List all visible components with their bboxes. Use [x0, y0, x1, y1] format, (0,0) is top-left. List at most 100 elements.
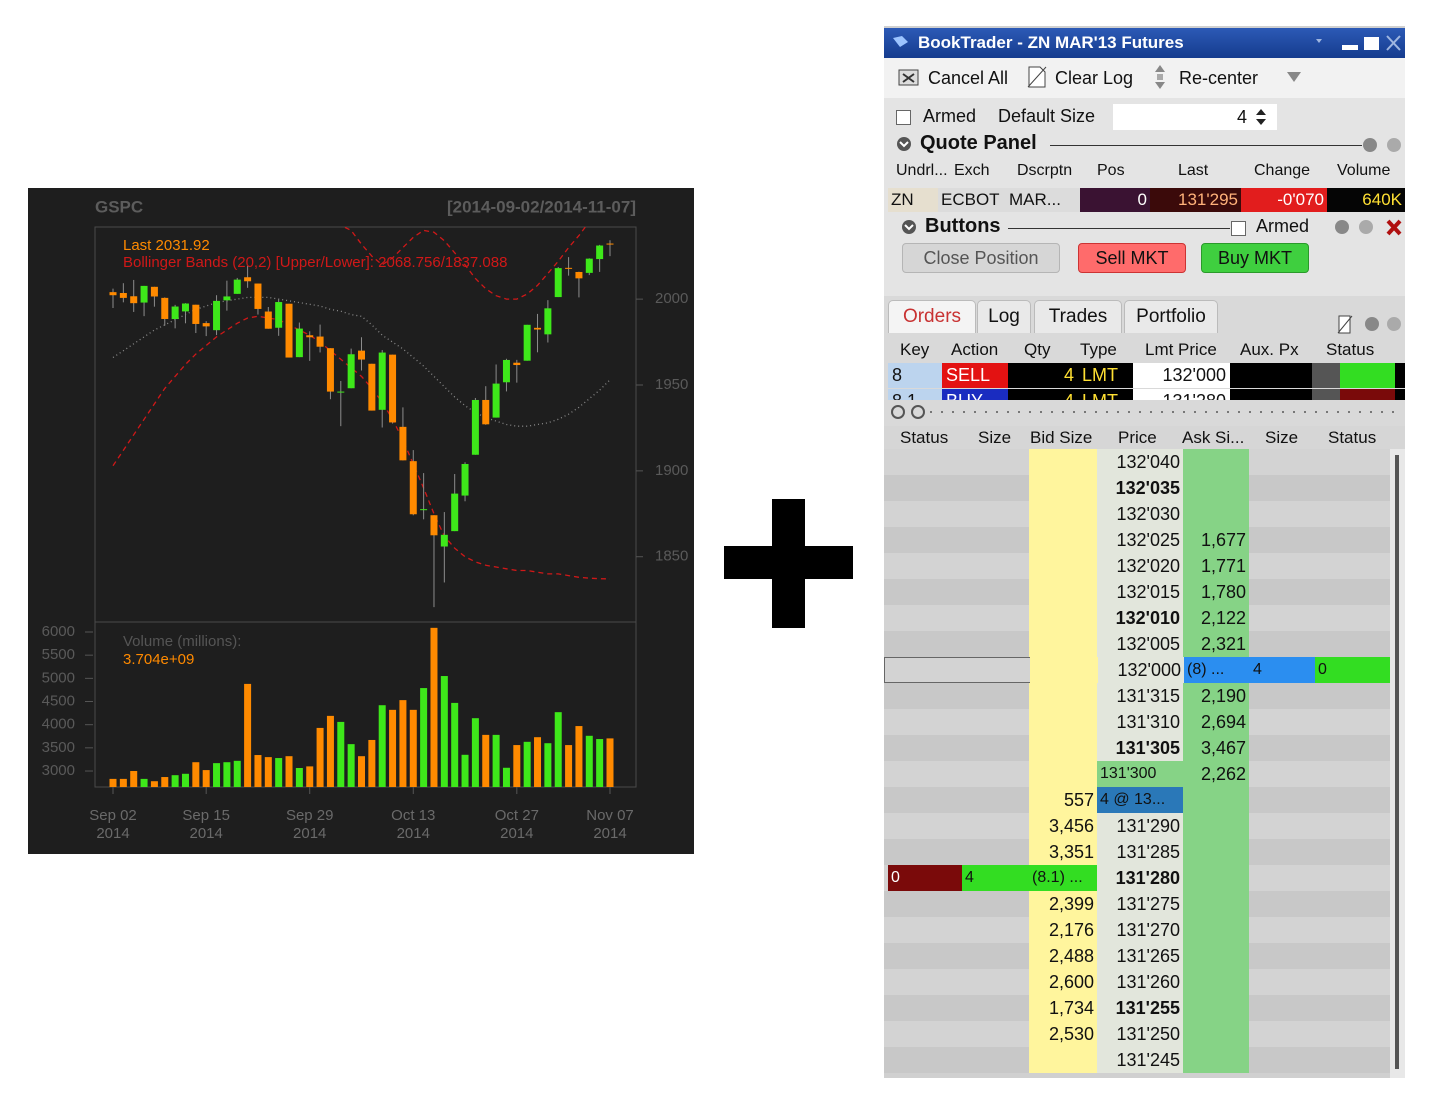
book-cell[interactable]: 131'260	[1097, 969, 1183, 995]
book-cell[interactable]: 132'020	[1097, 553, 1183, 579]
book-cell-empty[interactable]	[1314, 449, 1390, 475]
book-cell-empty[interactable]	[888, 943, 962, 969]
book-cell-empty[interactable]	[962, 943, 1029, 969]
book-cell[interactable]: 2,262	[1183, 761, 1249, 787]
book-cell-empty[interactable]	[1030, 657, 1098, 683]
book-cell-empty[interactable]	[962, 1047, 1029, 1073]
toolbar-menu[interactable]	[1286, 71, 1302, 83]
book-cell-empty[interactable]	[1249, 995, 1314, 1021]
book-cell-empty[interactable]	[1183, 787, 1249, 813]
toolbar-button[interactable]: Re-center	[1179, 68, 1259, 88]
book-cell-empty[interactable]	[1183, 475, 1249, 501]
book-cell-empty[interactable]	[1029, 527, 1097, 553]
book-cell[interactable]: 131'275	[1097, 891, 1183, 917]
book-cell-empty[interactable]	[1183, 969, 1249, 995]
book-cell[interactable]: 3,456	[1029, 813, 1097, 839]
book-cell-empty[interactable]	[888, 579, 962, 605]
book-cell[interactable]: 132'000	[1098, 657, 1184, 683]
book-cell-empty[interactable]	[1029, 579, 1097, 605]
toolbar-button[interactable]: Clear Log	[1055, 68, 1134, 88]
close-position-button[interactable]: Close Position	[902, 243, 1060, 273]
book-cell[interactable]: 2,190	[1183, 683, 1249, 709]
book-cell[interactable]: 132'030	[1097, 501, 1183, 527]
book-cell-empty[interactable]	[962, 631, 1029, 657]
sell-mkt-button[interactable]: Sell MKT	[1078, 243, 1186, 273]
book-cell[interactable]: 2,176	[1029, 917, 1097, 943]
book-cell-empty[interactable]	[962, 839, 1029, 865]
book-cell-empty[interactable]	[1249, 605, 1314, 631]
book-cell-empty[interactable]	[1183, 1021, 1249, 1047]
book-cell-empty[interactable]	[962, 1021, 1029, 1047]
book-cell[interactable]: 131'250	[1097, 1021, 1183, 1047]
book-cell-empty[interactable]	[962, 813, 1029, 839]
book-cell-empty[interactable]	[888, 761, 962, 787]
book-cell-empty[interactable]	[1314, 1021, 1390, 1047]
book-cell[interactable]: 131'315	[1097, 683, 1183, 709]
armed-checkbox[interactable]	[896, 110, 911, 125]
window-controls[interactable]	[1312, 33, 1404, 55]
book-cell-empty[interactable]	[888, 1021, 962, 1047]
book-cell[interactable]: 3,351	[1029, 839, 1097, 865]
panel-icons[interactable]	[1362, 136, 1404, 154]
book-cell-empty[interactable]	[1314, 787, 1390, 813]
book-cell[interactable]: 131'265	[1097, 943, 1183, 969]
book-cell-empty[interactable]	[1249, 1047, 1314, 1073]
book-cell-empty[interactable]	[1183, 865, 1249, 891]
book-cell[interactable]: 132'015	[1097, 579, 1183, 605]
book-cell-empty[interactable]	[1314, 917, 1390, 943]
book-cell-empty[interactable]	[1029, 709, 1097, 735]
book-cell[interactable]: 132'025	[1097, 527, 1183, 553]
book-cell-empty[interactable]	[962, 735, 1029, 761]
book-cell-empty[interactable]	[888, 475, 962, 501]
book-cell-empty[interactable]	[1249, 553, 1314, 579]
book-cell-empty[interactable]	[1314, 865, 1390, 891]
book-cell[interactable]: 131'290	[1097, 813, 1183, 839]
book-cell-empty[interactable]	[1029, 1047, 1097, 1073]
book-cell-empty[interactable]	[888, 449, 962, 475]
book-cell-empty[interactable]	[962, 761, 1029, 787]
book-cell[interactable]: 4	[962, 865, 1029, 891]
order-status[interactable]	[1340, 363, 1395, 388]
book-cell-empty[interactable]	[962, 969, 1029, 995]
book-cell-empty[interactable]	[1183, 449, 1249, 475]
book-cell-empty[interactable]	[1029, 501, 1097, 527]
book-cell-empty[interactable]	[1249, 917, 1314, 943]
book-cell[interactable]: 3,467	[1183, 735, 1249, 761]
book-cell-empty[interactable]	[962, 449, 1029, 475]
book-cell-empty[interactable]	[1314, 995, 1390, 1021]
book-cell-empty[interactable]	[963, 657, 1030, 683]
book-cell-empty[interactable]	[962, 527, 1029, 553]
book-cell[interactable]: 4	[1250, 657, 1315, 683]
book-cell[interactable]: 132'035	[1097, 475, 1183, 501]
book-cell[interactable]: 131'285	[1097, 839, 1183, 865]
book-cell-empty[interactable]	[962, 995, 1029, 1021]
order-status[interactable]	[1312, 389, 1340, 400]
book-cell-empty[interactable]	[888, 1047, 962, 1073]
book-cell[interactable]: 2,399	[1029, 891, 1097, 917]
book-cell-empty[interactable]	[888, 553, 962, 579]
book-cell-empty[interactable]	[1314, 735, 1390, 761]
book-cell-empty[interactable]	[889, 657, 963, 683]
book-cell-empty[interactable]	[1029, 449, 1097, 475]
book-cell-empty[interactable]	[1249, 683, 1314, 709]
book-cell-empty[interactable]	[1249, 709, 1314, 735]
book-cell-empty[interactable]	[1314, 683, 1390, 709]
book-cell[interactable]: 131'310	[1097, 709, 1183, 735]
book-cell[interactable]: 4 @ 13...	[1097, 787, 1183, 813]
book-cell-empty[interactable]	[1314, 761, 1390, 787]
book-cell-empty[interactable]	[1183, 813, 1249, 839]
book-cell-empty[interactable]	[1314, 1047, 1390, 1073]
book-cell[interactable]: 2,321	[1183, 631, 1249, 657]
book-cell-empty[interactable]	[962, 553, 1029, 579]
book-cell-empty[interactable]	[1249, 891, 1314, 917]
orders-icons[interactable]	[1336, 314, 1404, 336]
book-cell-empty[interactable]	[1314, 891, 1390, 917]
book-cell[interactable]: 0	[888, 865, 962, 891]
book-cell[interactable]: 131'270	[1097, 917, 1183, 943]
book-cell-empty[interactable]	[888, 709, 962, 735]
book-cell-empty[interactable]	[1314, 943, 1390, 969]
book-cell[interactable]: 131'245	[1097, 1047, 1183, 1073]
book-cell-empty[interactable]	[1314, 501, 1390, 527]
book-cell-empty[interactable]	[1314, 813, 1390, 839]
book-cell-empty[interactable]	[1314, 527, 1390, 553]
